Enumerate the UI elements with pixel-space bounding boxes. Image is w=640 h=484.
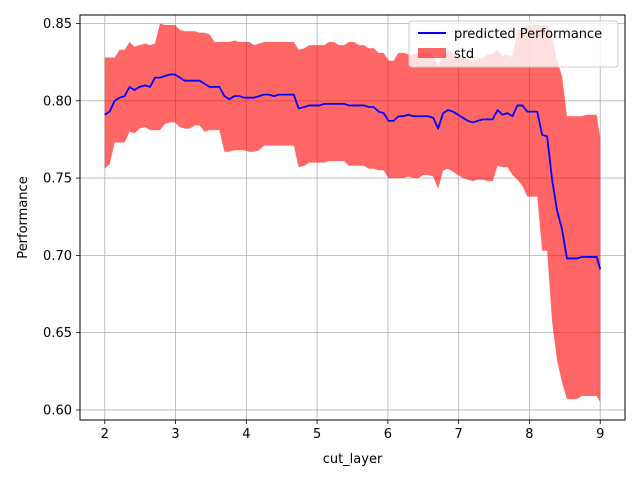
legend-band-swatch [418,48,446,58]
x-axis: 2 3 4 5 6 7 8 9 [101,420,604,442]
x-tick-label: 9 [596,427,604,442]
y-tick-label: 0.60 [43,403,72,418]
x-axis-label: cut_layer [323,452,383,467]
x-tick-label: 2 [101,427,109,442]
predicted-performance-line [104,73,602,270]
legend: predicted Performance std [408,20,619,68]
y-tick-label: 0.85 [43,17,72,32]
x-tick-label: 5 [313,427,321,442]
legend-label-predicted: predicted Performance [454,27,602,42]
x-tick-label: 4 [242,427,250,442]
legend-box [408,20,619,68]
y-axis: 0.60 0.65 0.70 0.75 0.80 0.85 [43,17,80,418]
std-band [104,23,601,403]
y-tick-label: 0.80 [43,94,72,109]
x-tick-label: 7 [455,427,463,442]
y-tick-label: 0.75 [43,172,72,187]
x-tick-label: 8 [525,427,533,442]
x-tick-label: 3 [171,427,179,442]
y-tick-label: 0.65 [43,326,72,341]
y-axis-label: Performance [16,176,31,258]
axes-frame [79,14,626,421]
y-tick-label: 0.70 [43,249,72,264]
x-tick-label: 6 [384,427,392,442]
legend-label-std: std [454,47,474,62]
plot-area [104,23,602,403]
